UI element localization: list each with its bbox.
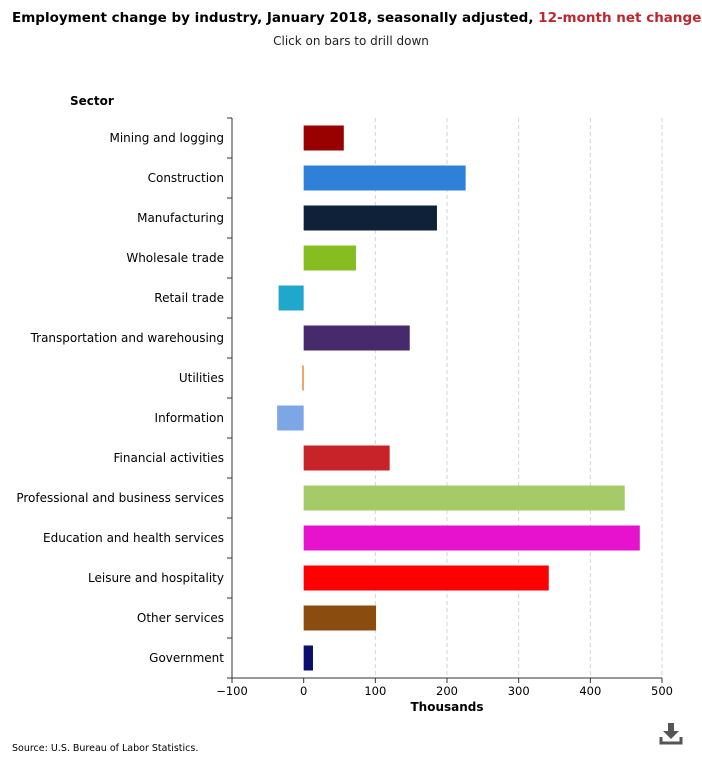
bar-construction[interactable]	[303, 165, 466, 191]
bar-financial-activities[interactable]	[303, 445, 390, 471]
bar-mining-and-logging[interactable]	[303, 125, 344, 151]
x-tick-label: 400	[579, 684, 601, 698]
category-label: Education and health services	[43, 531, 224, 545]
category-label: Transportation and warehousing	[30, 331, 224, 345]
category-label: Information	[155, 411, 224, 425]
bar-government[interactable]	[303, 645, 313, 671]
category-label: Wholesale trade	[126, 251, 224, 265]
y-axis-title: Sector	[70, 94, 114, 108]
x-tick-label: 500	[651, 684, 673, 698]
bar-chart: Sector Mining and logging Construction Manu…	[16, 94, 673, 714]
x-tick-label: 300	[508, 684, 530, 698]
chart-title-main: Employment change by industry, January 2…	[12, 10, 534, 26]
bar-other-services[interactable]	[303, 605, 377, 631]
bar-utilities[interactable]	[302, 365, 304, 391]
category-label: Manufacturing	[137, 211, 224, 225]
chart-title: Employment change by industry, January 2…	[12, 10, 701, 26]
x-tick-label: −100	[216, 684, 248, 698]
bar-manufacturing[interactable]	[303, 205, 437, 231]
bar-transportation-and-warehousing[interactable]	[303, 325, 410, 351]
category-label: Professional and business services	[16, 491, 224, 505]
category-label: Construction	[148, 171, 224, 185]
download-icon[interactable]	[658, 720, 684, 746]
x-tick-label: 100	[364, 684, 386, 698]
source-note: Source: U.S. Bureau of Labor Statistics.	[12, 743, 199, 754]
x-tick-label: 200	[436, 684, 458, 698]
category-label: Other services	[137, 611, 224, 625]
bar-information[interactable]	[277, 405, 304, 431]
bar-education-and-health-services[interactable]	[303, 525, 640, 551]
category-label: Utilities	[179, 371, 224, 385]
category-label: Financial activities	[114, 451, 224, 465]
chart-title-highlight: 12-month net change	[538, 10, 702, 26]
category-label: Government	[149, 651, 224, 665]
bar-wholesale-trade[interactable]	[303, 245, 356, 271]
bar-professional-and-business-services[interactable]	[303, 485, 625, 511]
bar-retail-trade[interactable]	[278, 285, 304, 311]
bar-leisure-and-hospitality[interactable]	[303, 565, 549, 591]
chart-subtitle: Click on bars to drill down	[273, 34, 429, 48]
category-label: Retail trade	[154, 291, 224, 305]
x-axis-title: Thousands	[410, 700, 483, 714]
category-label: Leisure and hospitality	[88, 571, 224, 585]
category-label: Mining and logging	[109, 131, 224, 145]
x-tick-label: 0	[300, 684, 307, 698]
